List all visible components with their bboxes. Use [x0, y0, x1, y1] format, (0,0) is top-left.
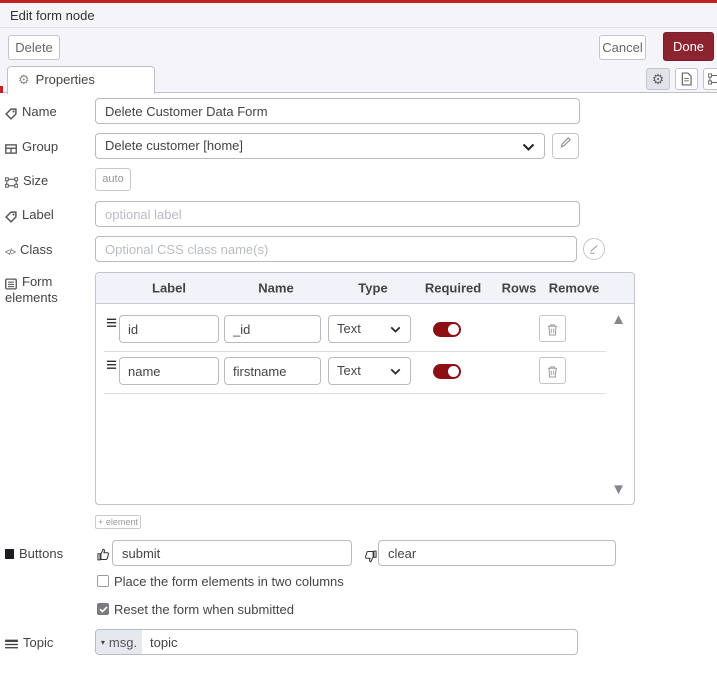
- form-elements-list: ≡ Text ≡: [96, 304, 634, 504]
- tag-icon: [5, 208, 17, 223]
- table-icon: [5, 140, 17, 155]
- background-node-fragment: [0, 86, 3, 97]
- lines-icon: [5, 636, 18, 651]
- row-separator: [104, 351, 606, 352]
- properties-panel: Name Group Delete customer [home]: [0, 93, 717, 695]
- label-input[interactable]: [95, 201, 580, 227]
- size-label: Size: [5, 173, 48, 189]
- remove-element-button[interactable]: [539, 357, 566, 384]
- gear-icon: ⚙: [651, 71, 665, 87]
- gear-icon: ⚙: [18, 72, 30, 87]
- checkbox-checked[interactable]: [97, 603, 109, 615]
- topic-label: Topic: [5, 635, 53, 651]
- drag-handle-icon[interactable]: ≡: [106, 313, 118, 334]
- name-label: Name: [5, 104, 57, 120]
- class-input[interactable]: [95, 236, 577, 262]
- element-name-input[interactable]: [224, 315, 321, 343]
- remove-element-button[interactable]: [539, 315, 566, 342]
- topic-type-label: msg.: [108, 634, 138, 650]
- scroll-up-icon[interactable]: ▲: [611, 311, 626, 328]
- group-label: Group: [5, 139, 58, 155]
- check-icon: [99, 606, 108, 613]
- trash-icon: [547, 366, 558, 378]
- two-columns-option-label: Place the form elements in two columns: [114, 574, 344, 589]
- chevron-down-icon: [390, 316, 401, 342]
- object-group-icon: [708, 73, 717, 85]
- group-select[interactable]: Delete customer [home]: [95, 133, 545, 159]
- group-select-value: Delete customer [home]: [105, 138, 244, 153]
- pencil-icon: [560, 137, 571, 148]
- tag-icon: [5, 105, 17, 120]
- code-icon: </>: [5, 247, 16, 257]
- required-toggle[interactable]: [433, 322, 461, 337]
- thumbs-up-icon: [97, 546, 110, 564]
- reset-on-submit-option-label: Reset the form when submitted: [114, 602, 294, 617]
- element-label-input[interactable]: [119, 357, 219, 385]
- appearance-view-button[interactable]: [703, 68, 717, 90]
- stylus-icon: [590, 244, 598, 254]
- column-header-remove: Remove: [548, 280, 600, 296]
- element-name-input[interactable]: [224, 357, 321, 385]
- dialog-toolbar: Delete Cancel Done: [0, 28, 717, 65]
- element-type-select[interactable]: Text: [328, 357, 411, 385]
- edit-group-button[interactable]: [552, 133, 579, 159]
- dialog-title: Edit form node: [0, 3, 717, 28]
- name-input[interactable]: [95, 98, 580, 124]
- thumbs-down-icon: [364, 548, 377, 566]
- element-type-select[interactable]: Text: [328, 315, 411, 343]
- checkbox-unchecked[interactable]: [97, 575, 109, 587]
- form-elements-header: Label Name Type Required Rows Remove: [96, 273, 634, 304]
- topic-typed-input[interactable]: ▾ msg. topic: [95, 629, 578, 655]
- description-view-button[interactable]: [675, 68, 698, 90]
- dialog-top-accent: [0, 0, 717, 3]
- label-label: Label: [5, 207, 54, 223]
- chevron-down-icon: [522, 134, 535, 158]
- form-elements-table: Label Name Type Required Rows Remove ≡ T…: [95, 272, 635, 505]
- two-columns-option[interactable]: Place the form elements in two columns: [97, 574, 697, 590]
- topic-type-chip[interactable]: ▾ msg.: [96, 630, 142, 654]
- document-icon: [681, 72, 692, 86]
- square-icon: [5, 549, 14, 559]
- object-group-icon: [5, 174, 18, 189]
- required-toggle[interactable]: [433, 364, 461, 379]
- topic-value: topic: [150, 634, 178, 650]
- element-label-input[interactable]: [119, 315, 219, 343]
- column-header-label: Label: [152, 280, 186, 296]
- class-style-button[interactable]: [583, 238, 605, 260]
- buttons-label: Buttons: [5, 546, 63, 561]
- scroll-down-icon[interactable]: ▼: [611, 481, 626, 498]
- cancel-button[interactable]: Cancel: [599, 35, 646, 60]
- drag-handle-icon[interactable]: ≡: [106, 355, 118, 376]
- clear-button-text-input[interactable]: [378, 540, 616, 566]
- form-element-row: ≡ Text: [96, 309, 634, 351]
- column-header-rows: Rows: [501, 280, 537, 296]
- toggle-knob: [448, 366, 459, 377]
- list-box-icon: [5, 275, 17, 290]
- chevron-down-icon: [390, 358, 401, 384]
- add-element-button[interactable]: + element: [95, 515, 141, 529]
- tab-properties-label: Properties: [35, 72, 95, 87]
- done-button[interactable]: Done: [663, 32, 714, 61]
- row-separator: [104, 393, 606, 394]
- size-button[interactable]: auto: [95, 168, 131, 191]
- column-header-required: Required: [424, 280, 482, 296]
- caret-down-icon: ▾: [100, 637, 105, 647]
- form-element-row: ≡ Text: [96, 351, 634, 393]
- form-elements-label: Form elements: [5, 274, 58, 305]
- column-header-type: Type: [358, 280, 388, 296]
- column-header-name: Name: [258, 280, 294, 296]
- element-type-value: Text: [337, 363, 361, 378]
- class-label: </> Class: [5, 242, 53, 257]
- trash-icon: [547, 324, 558, 336]
- element-type-value: Text: [337, 321, 361, 336]
- toggle-knob: [448, 324, 459, 335]
- tab-bar: ⚙ Properties ⚙: [0, 65, 717, 94]
- reset-on-submit-option[interactable]: Reset the form when submitted: [97, 602, 697, 618]
- tab-properties[interactable]: ⚙ Properties: [7, 66, 155, 94]
- properties-view-button[interactable]: ⚙: [646, 68, 670, 90]
- submit-button-text-input[interactable]: [112, 540, 352, 566]
- delete-button[interactable]: Delete: [8, 35, 60, 60]
